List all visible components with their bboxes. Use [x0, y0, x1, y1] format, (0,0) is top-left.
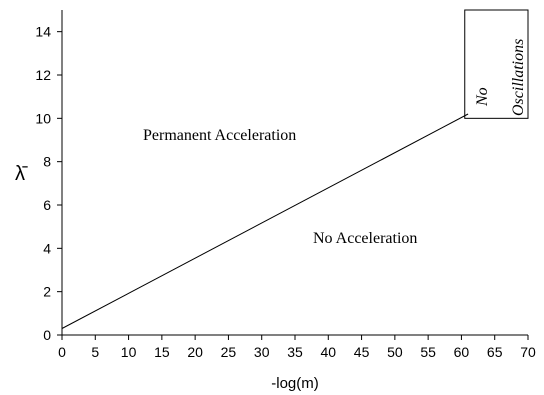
x-axis-label: -log(m): [271, 375, 319, 392]
y-tick-label: 4: [43, 240, 51, 256]
no-oscillations-label-line2: Oscillations: [510, 39, 527, 116]
no-acceleration-label: No Acceleration: [313, 230, 417, 247]
x-tick-label: 5: [91, 344, 99, 360]
y-tick-label: 8: [43, 154, 51, 170]
y-tick-label: 6: [43, 197, 51, 213]
x-tick-label: 35: [287, 344, 303, 360]
x-tick-label: 65: [487, 344, 503, 360]
x-tick-label: 70: [520, 344, 536, 360]
boundary-series-line: [61, 113, 469, 329]
y-tick-label: 12: [35, 67, 51, 83]
x-tick-label: 10: [121, 344, 137, 360]
x-tick-label: 0: [58, 344, 66, 360]
x-tick-label: 40: [320, 344, 336, 360]
y-ticks: 0 2 4 6 8 10 12 14: [35, 24, 62, 343]
x-tick-label: 30: [254, 344, 270, 360]
x-tick-label: 55: [420, 344, 436, 360]
y-tick-label: 0: [43, 327, 51, 343]
x-tick-label: 25: [221, 344, 237, 360]
no-oscillation-region: [464, 9, 529, 119]
x-tick-label: 60: [454, 344, 470, 360]
x-tick-label: 45: [354, 344, 370, 360]
x-tick-label: 15: [154, 344, 170, 360]
permanent-acceleration-label: Permanent Acceleration: [143, 127, 296, 144]
x-ticks: 0 5 10 15 20 25 30 35 40 45 50 55 60 65 70: [58, 335, 536, 360]
y-tick-label: 2: [43, 284, 51, 300]
y-axis-label: λ̄: [15, 163, 28, 185]
no-oscillations-label-group-2: Oscillations: [510, 39, 527, 116]
no-oscillations-label-group: No: [474, 87, 491, 107]
no-oscillations-label-line1: No: [474, 87, 491, 107]
x-tick-label: 50: [387, 344, 403, 360]
x-tick-label: 20: [187, 344, 203, 360]
y-tick-label: 14: [35, 24, 51, 40]
y-tick-label: 10: [35, 110, 51, 126]
